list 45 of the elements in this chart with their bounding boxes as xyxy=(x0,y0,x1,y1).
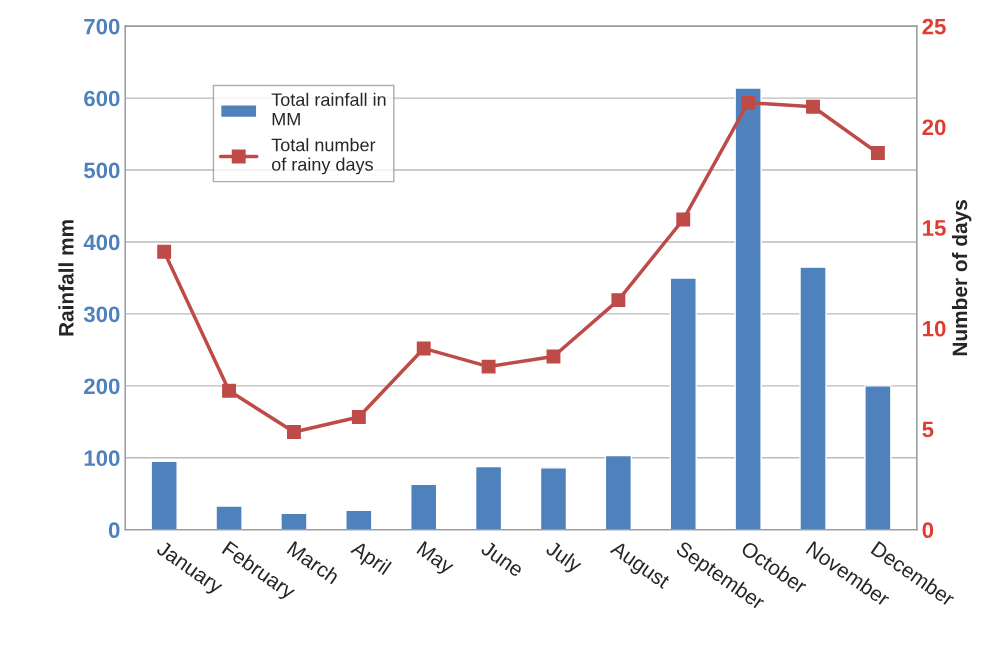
y2-tick-label: 0 xyxy=(922,522,934,539)
y-tick-label: 100 xyxy=(84,450,120,467)
x-tick-label: June xyxy=(480,540,525,578)
x-tick-label: July xyxy=(542,539,584,577)
point xyxy=(157,244,172,259)
y2-axis-title: Number of days xyxy=(951,200,972,356)
point xyxy=(676,212,691,227)
point xyxy=(222,383,237,398)
x-tick-label: April xyxy=(347,539,392,579)
bar xyxy=(669,277,697,530)
point xyxy=(806,99,820,114)
bar xyxy=(150,460,178,530)
bar xyxy=(474,465,503,530)
y2-tick-label: 10 xyxy=(923,320,946,337)
y2-tick-label: 20 xyxy=(922,119,946,136)
bar xyxy=(734,87,762,530)
legend-label: Total number of rainy days xyxy=(271,138,376,175)
bar xyxy=(604,454,633,530)
point xyxy=(741,95,756,110)
y-tick-label: 300 xyxy=(83,306,120,323)
y-tick-label: 400 xyxy=(83,234,120,251)
point xyxy=(416,341,431,356)
bar xyxy=(345,509,373,530)
point xyxy=(287,425,301,439)
y-tick-label: 500 xyxy=(84,162,120,179)
y-tick-label: 600 xyxy=(84,90,120,107)
x-tick-label: May xyxy=(413,541,456,578)
bar xyxy=(215,505,243,530)
point xyxy=(481,359,496,374)
y-axis-title: Rainfall mm xyxy=(58,220,74,336)
bar xyxy=(280,512,308,530)
bar xyxy=(864,385,892,530)
y2-tick-label: 25 xyxy=(922,18,946,35)
y-tick-label: 700 xyxy=(84,18,120,35)
bar xyxy=(799,266,827,530)
bar xyxy=(539,467,568,530)
bar xyxy=(410,483,438,530)
point xyxy=(870,146,885,161)
point xyxy=(351,409,366,424)
legend-label: Total rainfall in MM xyxy=(271,92,386,126)
point xyxy=(611,293,626,308)
y2-tick-label: 15 xyxy=(923,220,946,236)
y2-tick-label: 5 xyxy=(922,421,934,438)
y-tick-label: 0 xyxy=(108,522,120,539)
y-tick-label: 200 xyxy=(84,378,120,395)
